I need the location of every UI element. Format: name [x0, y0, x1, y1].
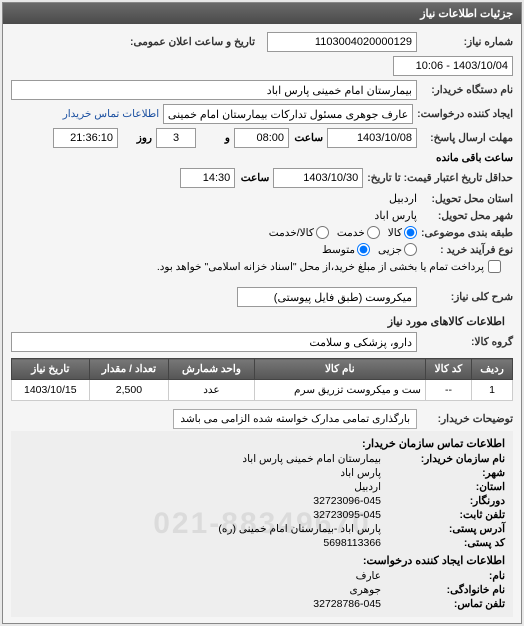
fax-label: دورنگار: — [385, 495, 505, 507]
time-label-1: ساعت — [293, 132, 323, 144]
name-label: نام: — [385, 570, 505, 582]
surname-value: جوهری — [350, 584, 381, 596]
postal-addr-value: پارس اباد -بیمارستان امام خمینی (ره) — [218, 523, 381, 535]
remain-label: ساعت باقی مانده — [436, 152, 513, 164]
requester-section-title: اطلاعات ایجاد کننده درخواست: — [19, 550, 505, 569]
desc-field[interactable] — [237, 287, 417, 307]
deadline-time-field[interactable] — [234, 128, 289, 148]
creator-field[interactable] — [163, 104, 413, 124]
days-field[interactable] — [156, 128, 196, 148]
contact-city-value: پارس اباد — [340, 467, 381, 479]
treasury-note: پرداخت تمام یا بخشی از مبلغ خرید،از محل … — [157, 261, 484, 273]
contact-province-label: استان: — [385, 481, 505, 493]
col-name: نام کالا — [254, 359, 425, 380]
cat-goods-radio[interactable] — [404, 226, 417, 239]
contact-section-title: اطلاعات تماس سازمان خریدار: — [19, 437, 505, 452]
need-number-label: شماره نیاز: — [421, 36, 513, 48]
panel-body: شماره نیاز: تاریخ و ساعت اعلان عمومی: نا… — [3, 24, 521, 623]
province-value: اردبیل — [389, 192, 417, 205]
city-label: شهر محل تحویل: — [421, 210, 513, 222]
panel-title: جزئیات اطلاعات نیاز — [3, 3, 521, 24]
buyer-device-label: نام دستگاه خریدار: — [421, 84, 513, 96]
announce-label: تاریخ و ساعت اعلان عمومی: — [130, 36, 255, 48]
col-qty: تعداد / مقدار — [89, 359, 169, 380]
name-value: عارف — [356, 570, 381, 582]
province-label: استان محل تحویل: — [421, 193, 513, 205]
goods-table: ردیف کد کالا نام کالا واحد شمارش تعداد /… — [11, 358, 513, 401]
org-value: بیمارستان امام خمینی پارس اباد — [242, 453, 381, 465]
need-number-field[interactable] — [267, 32, 417, 52]
creator-label: ایجاد کننده درخواست: — [417, 108, 513, 120]
process-label: نوع فرآیند خرید : — [421, 244, 513, 256]
buyer-device-field[interactable] — [11, 80, 417, 100]
col-date: تاریخ نیاز — [12, 359, 90, 380]
day-label: روز — [122, 132, 152, 144]
postal-code-label: کد پستی: — [385, 537, 505, 549]
surname-label: نام خانوادگی: — [385, 584, 505, 596]
proc-medium-radio[interactable] — [357, 243, 370, 256]
table-header-row: ردیف کد کالا نام کالا واحد شمارش تعداد /… — [12, 359, 513, 380]
fax-value: 32723096-045 — [313, 495, 381, 507]
announce-field[interactable] — [393, 56, 513, 76]
postal-addr-label: آدرس پستی: — [385, 523, 505, 535]
price-valid-label: حداقل تاریخ اعتبار قیمت: تا تاریخ: — [367, 172, 513, 184]
category-radios: کالا خدمت کالا/خدمت — [269, 226, 417, 239]
contact-phone-label: تلفن تماس: — [385, 598, 505, 610]
postal-code-value: 5698113366 — [323, 537, 381, 549]
process-radios: جزیی متوسط — [322, 243, 417, 256]
contact-block: 021-88349670 اطلاعات تماس سازمان خریدار:… — [11, 431, 513, 617]
phone-value: 32723095-045 — [313, 509, 381, 521]
contact-phone-value: 32728786-045 — [313, 598, 381, 610]
org-label: نام سازمان خریدار: — [385, 453, 505, 465]
contact-city-label: شهر: — [385, 467, 505, 479]
desc-label: شرح کلی نیاز: — [421, 291, 513, 303]
price-valid-time-field[interactable] — [180, 168, 235, 188]
deadline-label: مهلت ارسال پاسخ: — [421, 132, 513, 144]
proc-small-radio[interactable] — [404, 243, 417, 256]
phone-label: تلفن ثابت: — [385, 509, 505, 521]
col-unit: واحد شمارش — [169, 359, 254, 380]
table-row[interactable]: 1 -- ست و میکروست تزریق سرم عدد 2,500 14… — [12, 380, 513, 401]
contact-province-value: اردبیل — [354, 481, 381, 493]
remain-field[interactable] — [53, 128, 118, 148]
goods-group-label: گروه کالا: — [421, 336, 513, 348]
goods-section-title: اطلاعات کالاهای مورد نیاز — [11, 309, 513, 330]
col-code: کد کالا — [425, 359, 471, 380]
cat-goods-service-radio[interactable] — [316, 226, 329, 239]
city-value: پارس اباد — [374, 209, 417, 222]
category-label: طبقه بندی موضوعی: — [421, 227, 513, 239]
buyer-notes: بارگذاری تمامی مدارک خواسته شده الزامی م… — [173, 409, 417, 429]
price-valid-date-field[interactable] — [273, 168, 363, 188]
treasury-checkbox[interactable] — [488, 260, 501, 273]
cat-service-radio[interactable] — [367, 226, 380, 239]
col-row: ردیف — [472, 359, 513, 380]
deadline-date-field[interactable] — [327, 128, 417, 148]
contact-link[interactable]: اطلاعات تماس خریدار — [63, 108, 159, 120]
goods-group-field[interactable] — [11, 332, 417, 352]
time-label-2: ساعت — [239, 172, 269, 184]
need-details-panel: جزئیات اطلاعات نیاز شماره نیاز: تاریخ و … — [2, 2, 522, 624]
and-label: و — [200, 132, 230, 144]
buyer-notes-label: توضیحات خریدار: — [421, 413, 513, 425]
